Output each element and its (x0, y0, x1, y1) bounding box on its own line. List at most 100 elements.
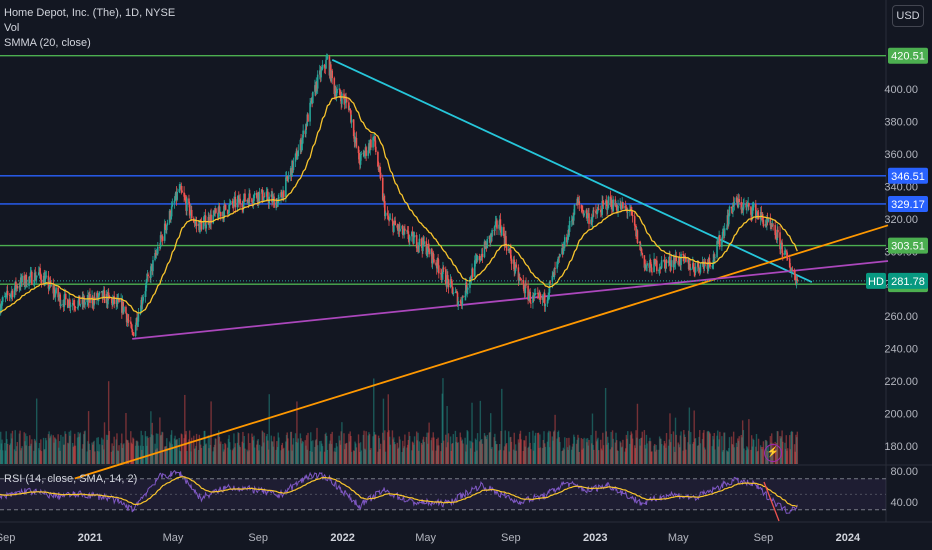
volume-bar (499, 444, 501, 464)
volume-bar (302, 441, 304, 464)
candle-body (33, 283, 35, 285)
volume-bar (350, 435, 352, 464)
candle-body (13, 288, 16, 298)
time-tick-label: 2021 (78, 532, 102, 544)
volume-bar (165, 446, 167, 464)
candle-body (660, 260, 663, 268)
volume-bar (121, 433, 123, 464)
candle-body (157, 246, 159, 254)
volume-bar (144, 431, 147, 464)
volume-bar (587, 445, 590, 464)
volume-bar (246, 449, 248, 464)
lightning-icon[interactable]: ⚡ (764, 444, 782, 462)
volume-bar (4, 450, 7, 464)
candle-body (709, 262, 711, 267)
volume-bar (718, 439, 720, 464)
volume-bar (451, 442, 454, 464)
candle-body (282, 190, 285, 197)
volume-bar (0, 431, 2, 464)
volume-bar (350, 451, 353, 464)
candle-body (147, 274, 149, 277)
candle-body (494, 221, 497, 226)
candle-body (503, 227, 505, 237)
volume-bar (461, 439, 464, 464)
volume-bar (498, 450, 500, 464)
candle-body (113, 296, 116, 304)
candle-body (451, 286, 454, 295)
candle-body (650, 264, 653, 272)
chart-legend: Home Depot, Inc. (The), 1D, NYSE Vol SMM… (4, 6, 175, 51)
candle-body (321, 64, 324, 69)
candle-body (418, 238, 421, 247)
volume-bar (89, 449, 91, 464)
volume-bar (714, 449, 716, 464)
candle-body (670, 260, 673, 267)
volume-bar (431, 437, 433, 464)
volume-bar (152, 435, 154, 464)
volume-bar (229, 449, 232, 464)
candle-body (35, 277, 37, 280)
candle-body (24, 283, 26, 285)
volume-bar (121, 448, 124, 464)
volume-bar (260, 446, 263, 464)
volume-bar (243, 435, 246, 464)
volume-bar (658, 436, 661, 464)
volume-bar (508, 431, 510, 464)
volume-bar (310, 441, 313, 464)
candle-body (37, 272, 40, 276)
volume-bar (40, 451, 43, 464)
volume-bar (625, 434, 628, 464)
volume-bar (583, 437, 585, 464)
volume-bar (678, 444, 680, 464)
volume-bar (160, 434, 162, 464)
volume-bar (654, 444, 656, 464)
volume-bar (689, 444, 691, 464)
volume-bar (53, 437, 56, 464)
candle-body (69, 305, 72, 307)
volume-bar (272, 446, 275, 464)
candle-body (685, 258, 687, 262)
candle-body (781, 252, 784, 255)
candle-body (48, 287, 50, 289)
volume-bar (222, 444, 224, 464)
candle-body (297, 150, 300, 157)
candle-body (767, 218, 770, 222)
candle-body (169, 210, 172, 220)
trend-line-purple (132, 260, 889, 340)
candle-body (265, 191, 268, 197)
volume-bar (653, 445, 655, 464)
volume-bar (553, 431, 555, 464)
candle-body (350, 110, 352, 123)
volume-bar (703, 430, 705, 464)
candle-body (784, 250, 786, 255)
volume-bar (130, 431, 132, 464)
candle-body (633, 216, 636, 226)
candle-body (539, 294, 542, 300)
volume-bar (98, 451, 100, 464)
candle-body (746, 205, 748, 208)
volume-bar (708, 431, 710, 464)
volume-bar (427, 432, 430, 464)
volume-bar (656, 449, 658, 464)
volume-bar (633, 445, 636, 464)
candle-body (716, 241, 718, 258)
volume-bar (694, 438, 697, 464)
volume-bar (552, 440, 554, 464)
volume-bar (602, 445, 605, 464)
candle-body (384, 212, 387, 217)
candle-body (606, 201, 608, 211)
candle-body (251, 198, 253, 203)
currency-button[interactable]: USD (892, 5, 924, 27)
volume-bar (271, 441, 274, 464)
candle-body (728, 206, 731, 216)
volume-bar (760, 446, 763, 464)
symbol-tag (866, 272, 886, 289)
volume-bar (782, 441, 784, 464)
volume-bar (341, 422, 343, 464)
volume-bar (159, 435, 162, 464)
candle-body (159, 235, 162, 248)
volume-bar (495, 444, 497, 464)
volume-bar (291, 450, 293, 464)
candle-body (31, 271, 33, 285)
